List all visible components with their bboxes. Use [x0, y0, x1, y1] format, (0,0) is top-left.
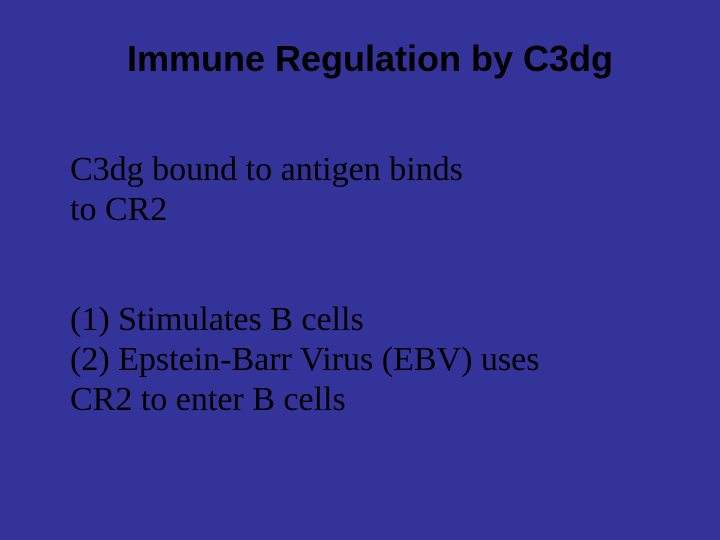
text-line: C3dg bound to antigen binds — [70, 150, 660, 190]
slide-title: Immune Regulation by C3dg — [70, 38, 660, 80]
text-line: to CR2 — [70, 190, 660, 230]
text-line: (2) Epstein-Barr Virus (EBV) uses — [70, 340, 660, 380]
text-line: CR2 to enter B cells — [70, 380, 660, 420]
text-line: (1) Stimulates B cells — [70, 300, 660, 340]
paragraph-1: C3dg bound to antigen binds to CR2 — [70, 150, 660, 230]
slide: Immune Regulation by C3dg C3dg bound to … — [0, 0, 720, 540]
paragraph-2: (1) Stimulates B cells (2) Epstein-Barr … — [70, 300, 660, 420]
